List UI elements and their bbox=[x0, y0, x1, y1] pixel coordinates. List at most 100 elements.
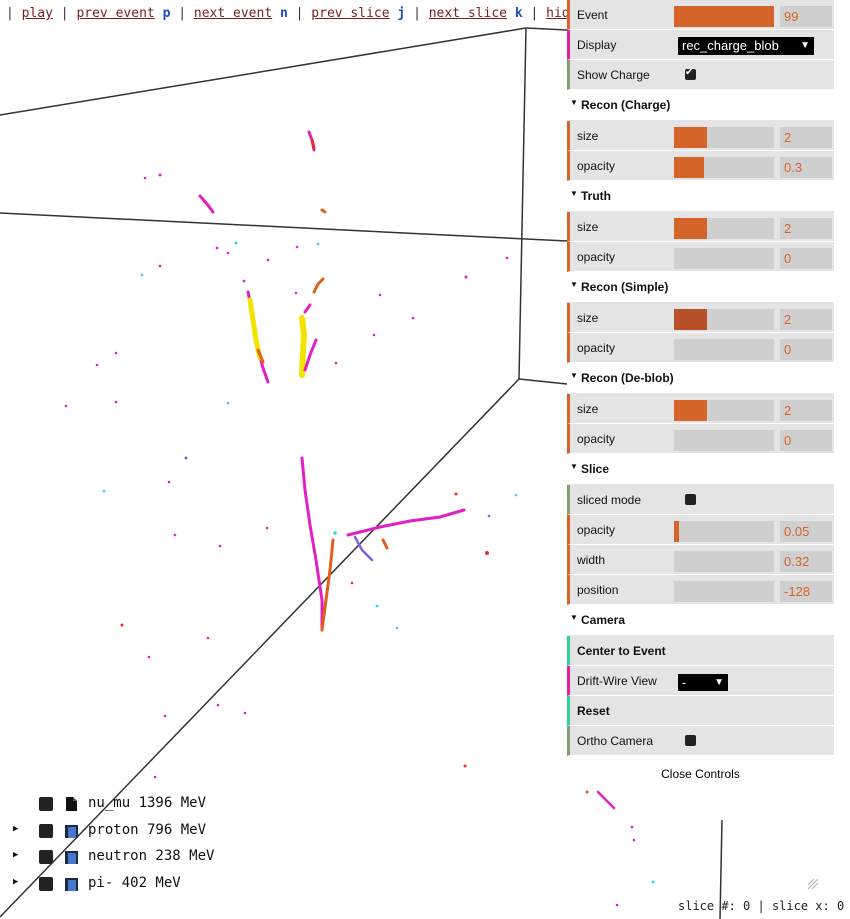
opacity-slider[interactable] bbox=[674, 339, 774, 360]
visibility-checkbox[interactable] bbox=[39, 823, 53, 838]
next-event-link[interactable]: next event bbox=[193, 6, 273, 21]
visibility-checkbox[interactable] bbox=[39, 876, 53, 891]
display-label: Display bbox=[577, 38, 617, 52]
prev-event-key: p bbox=[162, 6, 171, 21]
next-event-key: n bbox=[279, 6, 288, 21]
chevron-down-icon: ▼ bbox=[570, 280, 578, 289]
opacity-slider[interactable] bbox=[674, 430, 774, 451]
folder-title: Recon (Simple) bbox=[581, 280, 669, 294]
drift-wire-view-value: - bbox=[682, 675, 687, 690]
size-input[interactable]: 2 bbox=[780, 400, 832, 421]
width-slider[interactable] bbox=[674, 551, 774, 572]
ortho-camera-checkbox[interactable] bbox=[685, 735, 696, 746]
show-charge-checkbox[interactable] bbox=[685, 67, 696, 80]
recon-charge-size-control[interactable]: size 2 bbox=[567, 121, 834, 151]
file-icon bbox=[66, 797, 77, 811]
charge-hits bbox=[64, 173, 655, 907]
size-slider[interactable] bbox=[674, 218, 774, 239]
visibility-checkbox[interactable] bbox=[39, 850, 53, 864]
size-input[interactable]: 2 bbox=[780, 218, 832, 239]
recon-deblob-opacity-control[interactable]: opacity 0 bbox=[567, 424, 834, 454]
folder-slice[interactable]: ▼ Slice bbox=[567, 454, 834, 485]
width-input[interactable]: 0.32 bbox=[780, 551, 832, 572]
slice-status: slice #: 0 | slice x: 0 bbox=[678, 899, 845, 913]
recon-simple-opacity-control[interactable]: opacity 0 bbox=[567, 333, 834, 363]
opacity-slider[interactable] bbox=[674, 521, 774, 542]
folder-title: Truth bbox=[581, 189, 611, 203]
chevron-down-icon: ▼ bbox=[570, 371, 578, 380]
folder-recon-simple[interactable]: ▼ Recon (Simple) bbox=[567, 272, 834, 303]
tree-row-label: neutron 238 MeV bbox=[88, 848, 215, 864]
tree-row-label: pi- 402 MeV bbox=[88, 874, 181, 891]
resize-handle-icon[interactable] bbox=[805, 876, 819, 890]
visibility-checkbox[interactable] bbox=[39, 797, 53, 811]
position-input[interactable]: -128 bbox=[780, 581, 832, 602]
folder-title: Slice bbox=[581, 462, 610, 476]
show-charge-label: Show Charge bbox=[577, 68, 650, 82]
opacity-slider[interactable] bbox=[674, 157, 774, 178]
next-slice-key: k bbox=[514, 6, 523, 21]
folder-recon-deblob[interactable]: ▼ Recon (De-blob) bbox=[567, 363, 834, 394]
slice-opacity-control[interactable]: opacity 0.05 bbox=[567, 515, 834, 545]
width-label: width bbox=[577, 553, 606, 567]
opacity-label: opacity bbox=[577, 341, 616, 355]
prev-slice-link[interactable]: prev slice bbox=[311, 6, 390, 21]
ortho-camera-control[interactable]: Ortho Camera bbox=[567, 726, 834, 756]
opacity-label: opacity bbox=[577, 523, 616, 537]
size-input[interactable]: 2 bbox=[780, 127, 832, 148]
slice-x-value: 0 bbox=[836, 899, 845, 913]
next-slice-link[interactable]: next slice bbox=[428, 6, 507, 21]
sliced-mode-label: sliced mode bbox=[577, 493, 642, 507]
opacity-input[interactable]: 0 bbox=[780, 339, 832, 360]
close-controls-button[interactable]: Close Controls bbox=[661, 767, 740, 781]
event-slider-fill bbox=[674, 6, 774, 27]
drift-wire-view-control[interactable]: Drift-Wire View - ▼ bbox=[567, 666, 834, 696]
reset-button[interactable]: Reset bbox=[567, 696, 834, 726]
drift-wire-view-select[interactable]: - ▼ bbox=[678, 674, 728, 691]
prev-event-link[interactable]: prev event bbox=[76, 6, 155, 21]
folder-truth[interactable]: ▼ Truth bbox=[567, 181, 834, 212]
recon-charge-opacity-control[interactable]: opacity 0.3 bbox=[567, 151, 834, 181]
event-slider[interactable] bbox=[674, 6, 774, 27]
display-select[interactable]: rec_charge_blob ▼ bbox=[678, 37, 814, 55]
expand-arrow-icon[interactable]: ▶ bbox=[13, 876, 19, 887]
recon-simple-size-control[interactable]: size 2 bbox=[567, 303, 834, 333]
folder-title: Recon (De-blob) bbox=[581, 371, 674, 385]
event-control[interactable]: Event 99 bbox=[567, 0, 834, 30]
truth-size-control[interactable]: size 2 bbox=[567, 212, 834, 242]
opacity-input[interactable]: 0.05 bbox=[780, 521, 832, 542]
size-slider[interactable] bbox=[674, 127, 774, 148]
folder-recon-charge[interactable]: ▼ Recon (Charge) bbox=[567, 90, 834, 121]
size-slider[interactable] bbox=[674, 400, 774, 421]
truth-opacity-control[interactable]: opacity 0 bbox=[567, 242, 834, 272]
size-input[interactable]: 2 bbox=[780, 309, 832, 330]
expand-arrow-icon[interactable]: ▶ bbox=[13, 823, 19, 834]
folder-icon bbox=[65, 877, 78, 891]
event-input[interactable]: 99 bbox=[780, 6, 832, 27]
event-tracks bbox=[198, 130, 616, 810]
center-to-event-button[interactable]: Center to Event bbox=[567, 636, 834, 666]
play-link[interactable]: play bbox=[21, 6, 53, 21]
chevron-down-icon: ▼ bbox=[570, 98, 578, 107]
slice-width-control[interactable]: width 0.32 bbox=[567, 545, 834, 575]
show-charge-control[interactable]: Show Charge bbox=[567, 60, 834, 90]
display-control[interactable]: Display rec_charge_blob ▼ bbox=[567, 30, 834, 60]
event-label: Event bbox=[577, 8, 608, 22]
recon-deblob-size-control[interactable]: size 2 bbox=[567, 394, 834, 424]
opacity-label: opacity bbox=[577, 432, 616, 446]
size-slider-fill bbox=[674, 127, 707, 148]
size-slider[interactable] bbox=[674, 309, 774, 330]
sliced-mode-checkbox[interactable] bbox=[685, 494, 696, 505]
opacity-input[interactable]: 0 bbox=[780, 430, 832, 451]
controls-panel: Event 99 Display rec_charge_blob ▼ Show C… bbox=[567, 0, 834, 756]
position-slider[interactable] bbox=[674, 581, 774, 602]
slice-position-control[interactable]: position -128 bbox=[567, 575, 834, 605]
folder-camera[interactable]: ▼ Camera bbox=[567, 605, 834, 636]
opacity-input[interactable]: 0 bbox=[780, 248, 832, 269]
opacity-slider[interactable] bbox=[674, 248, 774, 269]
sliced-mode-control[interactable]: sliced mode bbox=[567, 485, 834, 515]
opacity-slider-fill bbox=[674, 521, 679, 542]
opacity-input[interactable]: 0.3 bbox=[780, 157, 832, 178]
expand-arrow-icon[interactable]: ▶ bbox=[13, 850, 19, 860]
